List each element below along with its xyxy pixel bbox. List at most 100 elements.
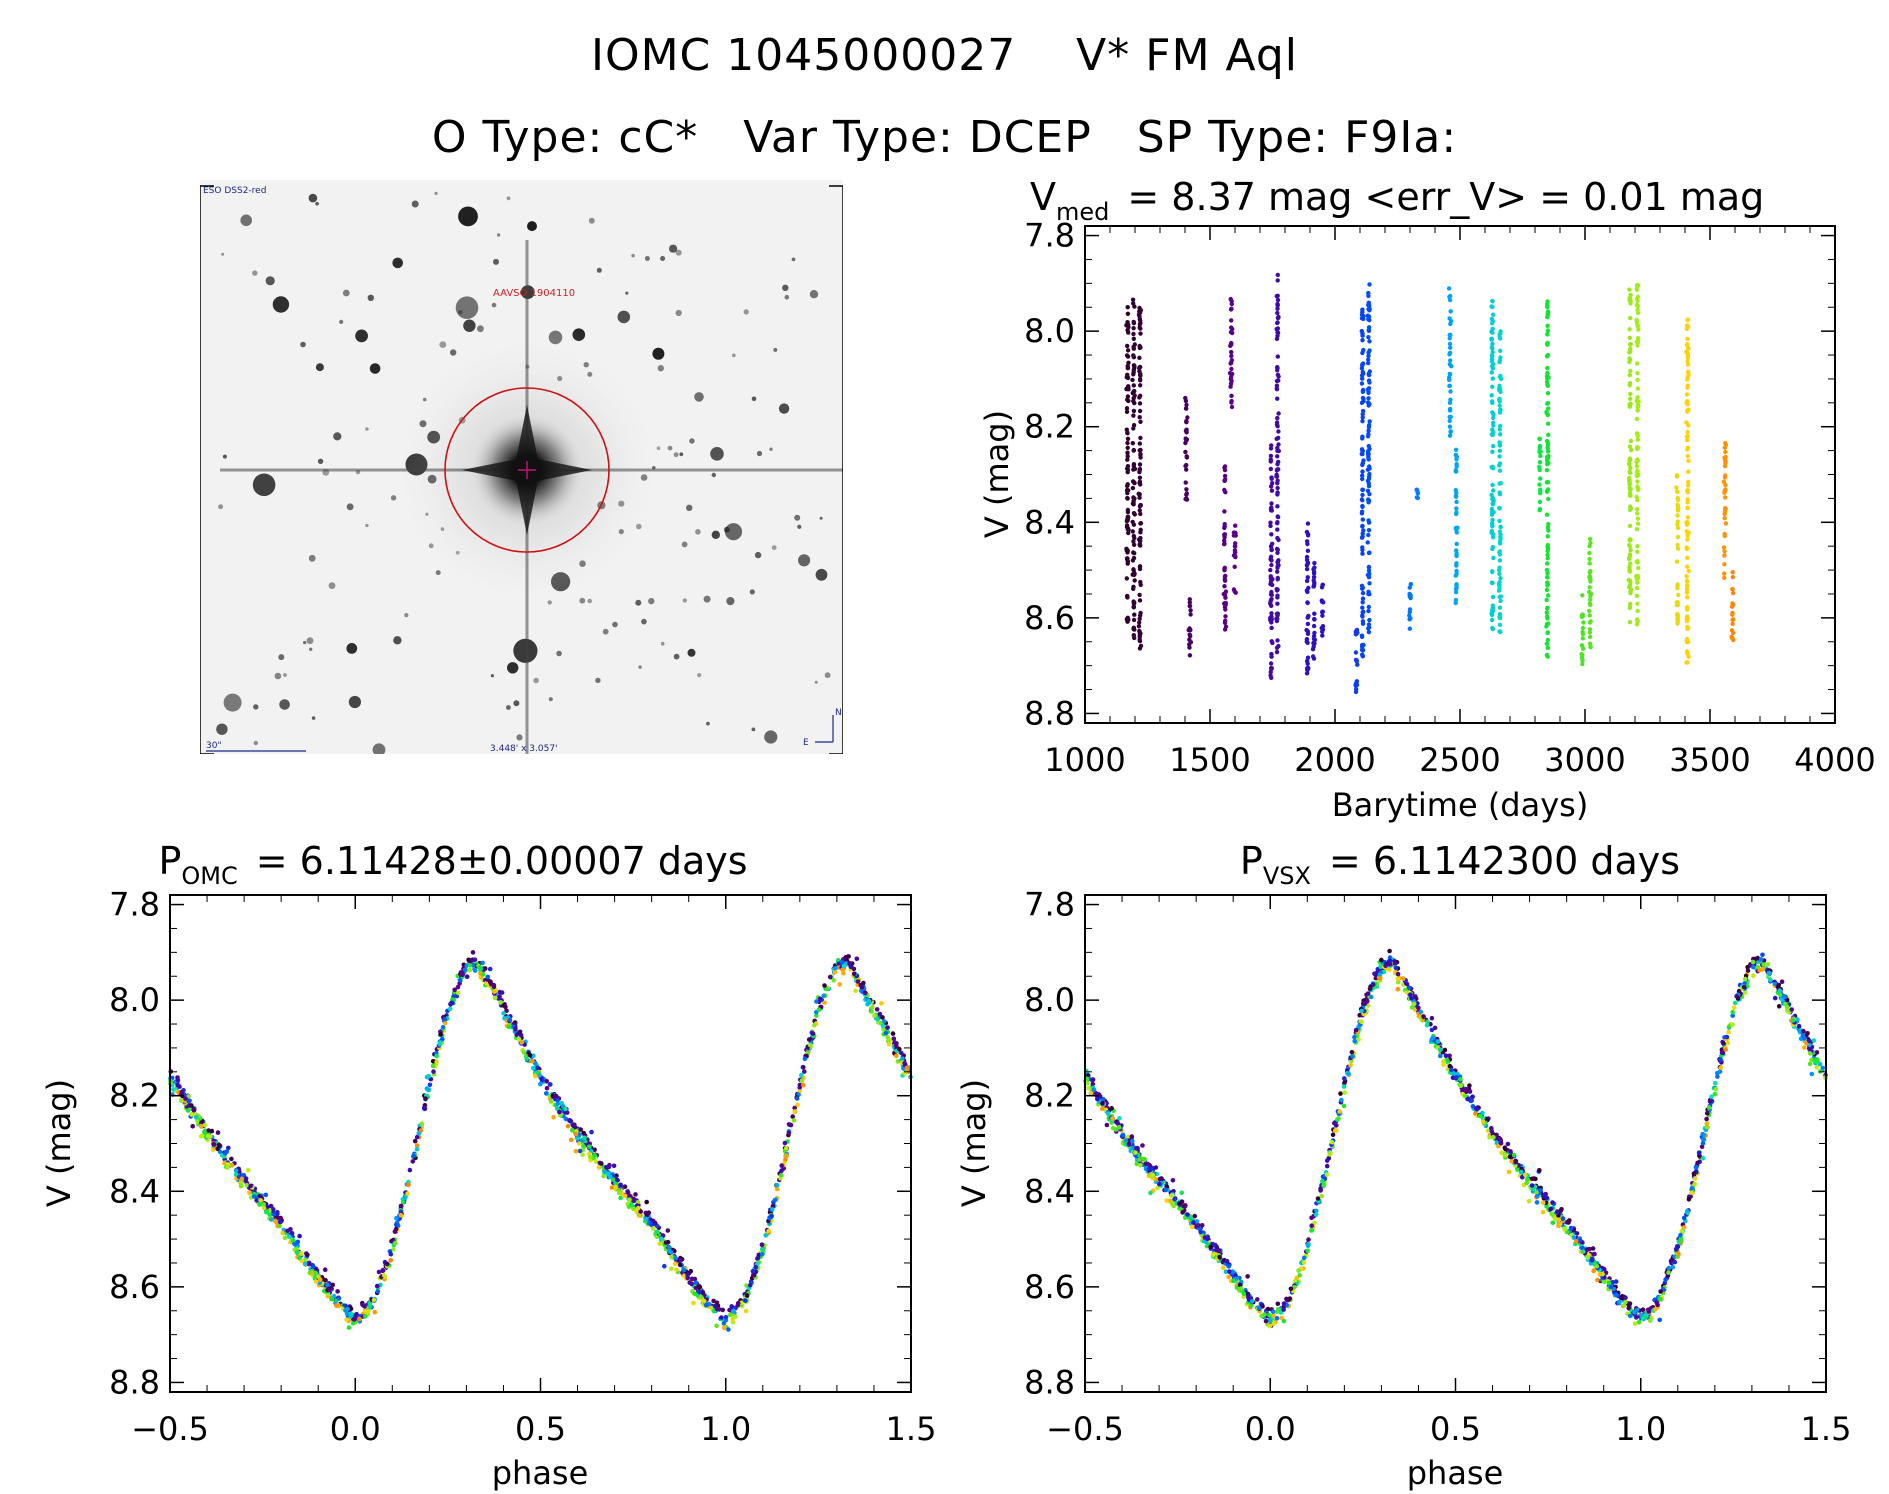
phase-point	[1400, 976, 1406, 981]
phase-point	[1776, 982, 1782, 988]
lightcurve-point	[1490, 517, 1495, 523]
phase-point	[317, 1280, 323, 1286]
lightcurve-point	[1454, 530, 1460, 535]
phase-point	[835, 958, 841, 963]
phase-point	[714, 1323, 719, 1329]
phase-point	[667, 1249, 672, 1254]
lightcurve-point	[1491, 362, 1496, 367]
lightcurve-point	[1580, 612, 1585, 617]
phase-point	[1632, 1321, 1638, 1326]
phase-point	[1705, 1111, 1710, 1116]
phase-point	[345, 1306, 350, 1312]
lightcurve-point	[1125, 593, 1130, 599]
finder-star	[731, 353, 736, 358]
phase-point	[1694, 1164, 1699, 1170]
lightcurve-point	[1490, 304, 1495, 310]
lightcurve-point	[1311, 640, 1316, 646]
lightcurve-point	[1138, 511, 1143, 517]
phase-point	[1270, 1309, 1276, 1314]
phase-omc-title-main: P	[158, 839, 181, 883]
phase-point	[1562, 1226, 1567, 1232]
lightcurve-point	[1635, 445, 1641, 451]
phase-point	[1140, 1143, 1145, 1148]
phase-point	[644, 1199, 649, 1205]
lightcurve-point	[1490, 545, 1496, 550]
phase-point	[202, 1122, 208, 1128]
phase-point	[895, 1059, 901, 1064]
lightcurve-point	[1366, 483, 1372, 489]
lightcurve-point	[1627, 482, 1632, 487]
phase-point	[817, 996, 823, 1002]
lightcurve-point	[1312, 565, 1317, 570]
phase-point	[551, 1115, 556, 1120]
lightcurve-point	[1685, 626, 1690, 631]
lightcurve-point	[1360, 590, 1366, 596]
lightcurve-point	[1498, 576, 1503, 581]
finder-star	[815, 568, 828, 581]
phase-point	[1271, 1313, 1276, 1318]
lightcurve-point	[1545, 552, 1550, 558]
phase-point	[543, 1091, 549, 1096]
lightcurve-point	[1366, 424, 1372, 430]
phase-point	[1365, 991, 1371, 996]
phase-point	[1713, 1081, 1718, 1086]
lightcurve-point	[1685, 583, 1690, 588]
lightcurve-point	[1359, 381, 1365, 386]
phase-point	[1666, 1265, 1672, 1271]
phase-point	[506, 1024, 512, 1030]
lightcurve-point	[1453, 573, 1459, 578]
lightcurve-point	[1454, 585, 1459, 590]
lightcurve-title-sub: med	[1056, 198, 1109, 226]
lightcurve-point	[1269, 562, 1274, 568]
phase-point	[434, 1059, 440, 1065]
phase-point	[1301, 1255, 1307, 1261]
phase-point	[299, 1251, 304, 1257]
phase-point	[890, 1031, 896, 1036]
phase-point	[205, 1133, 211, 1139]
lightcurve-point	[1454, 548, 1459, 553]
lightcurve-point	[1546, 521, 1551, 527]
lightcurve-point	[1222, 565, 1228, 570]
lightcurve-point	[1546, 432, 1551, 437]
lightcurve-point	[1627, 523, 1633, 529]
lightcurve-point	[1587, 561, 1592, 566]
lightcurve-point	[1628, 391, 1633, 397]
lightcurve-point	[1184, 402, 1189, 408]
lightcurve-point	[1722, 495, 1728, 500]
phase-point	[1180, 1210, 1185, 1215]
phase-point	[440, 1036, 445, 1042]
phase-point	[593, 1159, 599, 1164]
phase-point	[1549, 1211, 1554, 1217]
lightcurve-point	[1132, 393, 1137, 398]
lightcurve-point	[1453, 468, 1459, 473]
phase-point	[1123, 1138, 1129, 1143]
lightcurve-point	[1721, 479, 1727, 484]
lightcurve-point	[1545, 654, 1550, 659]
lightcurve-point	[1138, 447, 1143, 453]
lightcurve-point	[1268, 520, 1273, 525]
lightcurve-point	[1490, 569, 1495, 574]
y-tick-label: 7.8	[1024, 217, 1075, 255]
phase-point	[1368, 994, 1374, 1000]
lightcurve-ylabel: V (mag)	[978, 410, 1016, 538]
lightcurve-point	[1721, 545, 1727, 550]
lightcurve-point	[1685, 453, 1691, 459]
lightcurve-point	[1447, 352, 1452, 357]
lightcurve-point	[1269, 665, 1274, 671]
finder-star	[221, 252, 225, 256]
lightcurve-point	[1497, 613, 1503, 619]
phase-point	[1395, 986, 1401, 992]
lightcurve-point	[1490, 432, 1495, 438]
phase-point	[346, 1325, 352, 1330]
lightcurve-point	[1635, 324, 1641, 329]
lightcurve-point	[1138, 308, 1144, 313]
phase-point	[1241, 1291, 1247, 1296]
finder-star	[491, 302, 497, 308]
lightcurve-point	[1723, 482, 1728, 488]
phase-point	[568, 1137, 574, 1143]
lightcurve-point	[1454, 541, 1459, 547]
phase-point	[748, 1282, 753, 1288]
phase-point	[289, 1231, 295, 1236]
lightcurve-point	[1138, 383, 1143, 388]
finder-star	[404, 613, 409, 618]
